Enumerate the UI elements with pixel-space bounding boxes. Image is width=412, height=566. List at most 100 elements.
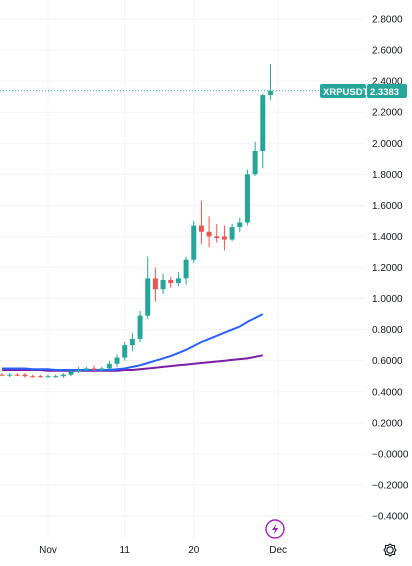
y-tick-label: 2.0000	[372, 139, 403, 150]
candle-body	[129, 338, 135, 346]
candle[interactable]	[76, 366, 82, 374]
candle[interactable]	[221, 225, 227, 251]
candle[interactable]	[60, 373, 66, 378]
candle-body	[221, 236, 227, 240]
symbol-tag: XRPUSDT	[320, 84, 369, 98]
symbol-tag-label: XRPUSDT	[323, 87, 369, 98]
y-tick-label: 1.8000	[372, 170, 403, 181]
candle-body	[91, 368, 97, 371]
candles[interactable]	[0, 64, 273, 378]
candle-body	[30, 376, 36, 378]
y-tick-label: 0.4000	[372, 387, 403, 398]
candle-body	[168, 279, 174, 284]
candle-body	[152, 278, 158, 290]
candle[interactable]	[137, 310, 143, 343]
settings-gear-icon[interactable]	[383, 543, 397, 557]
candle-body	[122, 345, 128, 358]
candle-body	[99, 368, 105, 371]
y-tick-label: 1.2000	[372, 263, 403, 274]
candle-body	[260, 95, 266, 152]
candle[interactable]	[68, 370, 74, 377]
y-tick-label: 0.2000	[372, 418, 403, 429]
candle[interactable]	[244, 169, 250, 226]
candle[interactable]	[83, 366, 89, 372]
candle-body	[22, 374, 28, 377]
candle-body	[145, 278, 151, 316]
candle[interactable]	[229, 224, 235, 242]
candle[interactable]	[14, 373, 20, 377]
y-tick-label: 1.6000	[372, 201, 403, 212]
candle-body	[114, 357, 120, 364]
candle[interactable]	[198, 200, 204, 245]
candle[interactable]	[168, 276, 174, 288]
y-tick-label: 2.2000	[372, 108, 403, 119]
candle[interactable]	[53, 374, 59, 378]
y-tick-label: −0.4000	[372, 512, 409, 523]
grid-lines	[0, 0, 365, 540]
candle-body	[14, 374, 20, 376]
candle-body	[53, 376, 59, 378]
time-axis[interactable]: Nov 11 20 Dec	[39, 545, 287, 556]
candle-body	[37, 376, 43, 378]
y-tick-label: 2.8000	[372, 15, 403, 26]
candle-body	[206, 231, 212, 237]
candle[interactable]	[30, 374, 36, 378]
candle-body	[68, 371, 74, 375]
candle[interactable]	[267, 64, 273, 100]
moving-averages	[2, 313, 264, 372]
x-tick-label: 11	[120, 545, 131, 556]
candle[interactable]	[122, 342, 128, 361]
candle-body	[60, 374, 66, 377]
x-tick-label: Dec	[269, 545, 287, 556]
candle[interactable]	[183, 256, 189, 285]
candle[interactable]	[91, 365, 97, 372]
candle[interactable]	[106, 360, 112, 371]
candle[interactable]	[7, 373, 13, 377]
candle[interactable]	[206, 216, 212, 248]
candle[interactable]	[152, 267, 158, 302]
candle-body	[237, 222, 243, 228]
y-tick-label: 0.6000	[372, 356, 403, 367]
candle-body	[106, 363, 112, 369]
y-tick-label: −0.0000	[372, 449, 409, 460]
candle[interactable]	[37, 374, 43, 378]
candle[interactable]	[260, 93, 266, 169]
candle[interactable]	[22, 373, 28, 378]
candle[interactable]	[99, 366, 105, 372]
candle[interactable]	[0, 373, 5, 377]
candle-body	[229, 227, 235, 240]
moving-average-purple-line	[2, 354, 263, 372]
candle[interactable]	[214, 224, 220, 243]
candle-body	[214, 236, 220, 238]
candle[interactable]	[129, 332, 135, 352]
y-tick-label: 2.4000	[372, 77, 403, 88]
candle-body	[252, 151, 258, 175]
price-axis[interactable]: 2.8000 2.6000 2.4000 2.2000 2.0000 1.8000 1.60…	[372, 15, 409, 523]
candle[interactable]	[45, 374, 51, 378]
candle[interactable]	[114, 354, 120, 367]
candle-body	[191, 225, 197, 260]
candle-body	[267, 90, 273, 96]
candle[interactable]	[237, 217, 243, 232]
y-tick-label: −0.2000	[372, 480, 409, 491]
candle[interactable]	[145, 256, 151, 319]
candle-body	[183, 259, 189, 279]
moving-average-blue-line	[2, 313, 264, 371]
candle-body	[137, 315, 143, 339]
candle-body	[0, 374, 5, 376]
candle[interactable]	[191, 220, 197, 263]
candle[interactable]	[160, 273, 166, 294]
candle-body	[175, 278, 181, 284]
candle-body	[198, 225, 204, 232]
y-tick-label: 1.4000	[372, 232, 403, 243]
candle[interactable]	[175, 272, 181, 287]
lightning-event-icon[interactable]	[265, 519, 285, 539]
candle-body	[7, 374, 13, 376]
candle-body	[160, 279, 166, 290]
candle[interactable]	[252, 141, 258, 176]
last-price-tag-label: 2.3383	[370, 87, 399, 98]
last-price-tag: 2.3383	[367, 84, 407, 98]
y-tick-label: 0.8000	[372, 325, 403, 336]
